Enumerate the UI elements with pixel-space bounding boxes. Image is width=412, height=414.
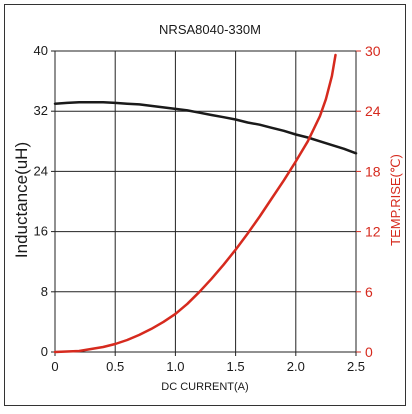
y-left-tick-label: 32 bbox=[34, 103, 48, 118]
tick-labels: 0 8 16 24 32 40 0 6 12 18 24 30 0 0.5 1.0 1.5 2.0 2.5 bbox=[34, 43, 381, 374]
y-left-tick-label: 40 bbox=[34, 43, 48, 58]
y-right-tick-label: 24 bbox=[365, 103, 381, 119]
y-right-tick-label: 12 bbox=[365, 224, 381, 240]
x-tick-label: 1.5 bbox=[227, 359, 245, 374]
y-axis-right-label: TEMP.RISE(℃) bbox=[388, 154, 403, 246]
x-tick-label: 0.5 bbox=[106, 359, 124, 374]
y-right-tick-label: 18 bbox=[365, 163, 381, 179]
x-tick-label: 1.0 bbox=[166, 359, 184, 374]
y-axis-left-label: Inductance(uH) bbox=[12, 142, 31, 258]
y-left-tick-label: 8 bbox=[41, 284, 48, 299]
series-lines bbox=[53, 53, 358, 354]
y-right-tick-label: 0 bbox=[365, 344, 373, 360]
y-left-tick-label: 16 bbox=[34, 224, 48, 239]
y-left-tick-label: 0 bbox=[41, 344, 48, 359]
y-right-tick-label: 6 bbox=[365, 284, 373, 300]
x-tick-label: 2.0 bbox=[287, 359, 305, 374]
y-right-tick-label: 30 bbox=[365, 43, 381, 59]
x-axis-label: DC CURRENT(A) bbox=[161, 381, 248, 393]
plot-border bbox=[54, 50, 357, 353]
axes bbox=[51, 50, 361, 356]
temp-rise-line bbox=[53, 53, 337, 354]
chart-title: NRSA8040-330M bbox=[159, 22, 261, 37]
grid bbox=[54, 50, 357, 353]
x-tick-label: 0 bbox=[51, 359, 58, 374]
x-tick-label: 2.5 bbox=[347, 359, 365, 374]
inductance-line bbox=[53, 100, 358, 155]
chart-frame bbox=[4, 4, 406, 406]
y-left-tick-label: 24 bbox=[34, 163, 48, 178]
